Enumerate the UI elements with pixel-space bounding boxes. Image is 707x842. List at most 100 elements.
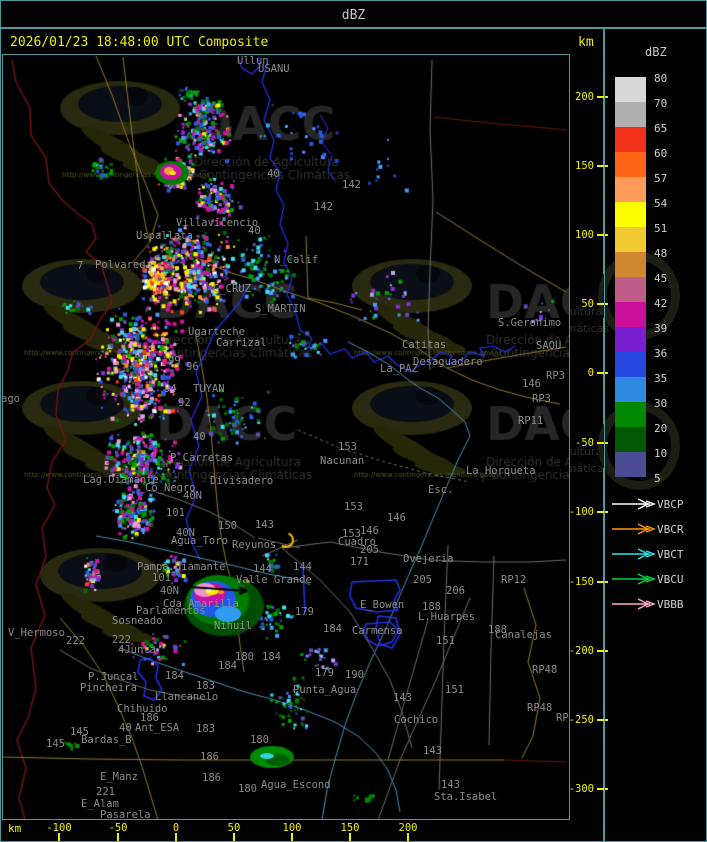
radar-map-surface[interactable]: Ullun USANU 142 142 40 40 Villavicencio Uspalla… — [2, 54, 570, 820]
map-place-label: 40 — [267, 168, 280, 180]
right-axis-tick — [597, 165, 608, 167]
map-place-label: P_Carretas — [170, 452, 234, 464]
map-place-label: Valle Grande — [236, 574, 312, 586]
map-place-label: 184 — [323, 623, 342, 635]
map-place-label: G_CRUZ — [213, 283, 251, 295]
right-axis-tick-label: 150 — [575, 160, 594, 172]
right-axis-tick — [597, 650, 608, 652]
dbz-scale-value: 36 — [654, 347, 668, 360]
title-bar: dBZ — [0, 0, 707, 28]
dbz-scale-value: 10 — [654, 447, 668, 460]
map-place-label: RP3 — [546, 370, 565, 382]
map-place-label: 143 — [423, 745, 442, 757]
map-place-label: 205 — [360, 544, 379, 556]
dbz-scale-value: 39 — [654, 322, 668, 335]
right-axis-tick — [597, 581, 608, 583]
map-place-label: 142 — [314, 201, 333, 213]
map-place-label: Ant_ESA — [135, 722, 180, 734]
right-axis-tick — [597, 511, 608, 513]
bottom-axis-tick — [407, 833, 409, 841]
dbz-swatch — [615, 352, 646, 377]
dbz-scale-value: 35 — [654, 372, 668, 385]
map-place-label: RP48 — [532, 664, 558, 676]
dbz-swatch — [615, 427, 646, 452]
map-place-label: E_Bowen — [360, 599, 405, 611]
right-axis-tick-label: -300 — [568, 783, 594, 795]
map-place-label: 40N — [160, 585, 179, 597]
map-place-label: Esc. — [428, 484, 454, 496]
map-place-label: Pincheira — [80, 682, 137, 694]
timestamp-text: 2026/01/23 18:48:00 UTC Composite — [10, 35, 269, 50]
map-place-label: 190 — [345, 669, 364, 681]
map-place-label: Carrizal — [216, 337, 267, 349]
dbz-swatch — [615, 202, 646, 227]
dbz-swatch — [615, 302, 646, 327]
map-place-label: 183 — [196, 723, 215, 735]
map-place-label: 222 — [112, 634, 131, 646]
bottom-axis-unit: km — [8, 822, 22, 835]
map-place-label: Ullun — [237, 55, 269, 67]
bottom-axis-tick-label: -100 — [46, 822, 72, 834]
map-place-label: 180 — [235, 651, 254, 663]
bottom-axis-tick — [233, 833, 235, 841]
map-place-label: Agua_Toro — [171, 535, 228, 547]
map-place-label: 153 — [338, 441, 357, 453]
map-place-label: Desaguadero — [413, 356, 483, 368]
legend-arrow-vbbb-icon — [612, 598, 656, 610]
map-place-label: 101 — [166, 507, 185, 519]
legend-arrow-vbcr-icon — [612, 523, 656, 535]
map-place-label: Divisadero — [210, 475, 274, 487]
map-place-label: 180 — [250, 734, 269, 746]
map-place-label: SAOU — [536, 340, 562, 352]
map-place-label: 186 — [200, 751, 219, 763]
map-place-label: 153 — [342, 528, 361, 540]
map-place-label: 205 — [413, 574, 432, 586]
map-place-label: 145 — [70, 726, 89, 738]
bottom-axis-tick — [291, 833, 293, 841]
map-place-label: RP — [556, 712, 569, 724]
legend-label-vbcu: VBCU — [657, 573, 684, 586]
map-place-label: 4Junta — [118, 644, 156, 656]
map-place-label: 186 — [202, 772, 221, 784]
map-place-label: RP12 — [501, 574, 527, 586]
legend-arrow-vbcu-icon — [612, 573, 656, 585]
map-place-label: 221 — [96, 786, 115, 798]
dbz-swatch — [615, 177, 646, 202]
right-axis-tick — [597, 303, 608, 305]
map-place-label: 143 — [255, 519, 274, 531]
legend-label-vbcp: VBCP — [657, 498, 684, 511]
bottom-axis-tick-label: 50 — [227, 822, 241, 834]
map-place-label: Agua_Escond — [261, 779, 331, 791]
bottom-axis-tick — [58, 833, 60, 841]
map-place-label: E_Alam — [81, 798, 119, 810]
map-place-label: 99 — [168, 355, 181, 367]
right-axis-tick — [597, 234, 608, 236]
map-place-label: 144 — [293, 561, 312, 573]
dbz-scale-value: 54 — [654, 197, 668, 210]
dbz-swatch — [615, 277, 646, 302]
map-place-label: 151 — [436, 635, 455, 647]
legend-arrow-vbct-icon — [612, 548, 656, 560]
dbz-scale-value: 80 — [654, 72, 668, 85]
map-place-label: S.Geronimo — [498, 317, 562, 329]
dbz-scale-value: 5 — [654, 472, 661, 485]
map-place-label: L.Huarpes — [418, 611, 475, 623]
map-place-label: 180 — [238, 783, 257, 795]
bottom-axis-tick-label: 0 — [172, 822, 180, 834]
map-place-label: Bardas_B — [81, 734, 132, 746]
dbz-scale-value: 60 — [654, 147, 668, 160]
map-place-label: Llancanelo — [155, 691, 219, 703]
map-place-label: 143 — [393, 692, 412, 704]
map-place-label: Punta_Agua — [293, 684, 357, 696]
map-place-label: Sta.Isabel — [434, 791, 498, 803]
map-place-label: Pampa_Diamante — [137, 561, 226, 573]
legend-label-vbct: VBCT — [657, 548, 684, 561]
map-place-label: Lag.Diamante — [83, 474, 159, 486]
dbz-swatch — [615, 152, 646, 177]
map-place-label: S_MARTIN — [255, 303, 306, 315]
map-place-label: 144 — [253, 563, 272, 575]
map-place-label: 145 — [46, 738, 65, 750]
map-place-label: 40N — [183, 490, 202, 502]
right-axis-tick — [597, 442, 608, 444]
map-place-label: RP48 — [527, 702, 553, 714]
